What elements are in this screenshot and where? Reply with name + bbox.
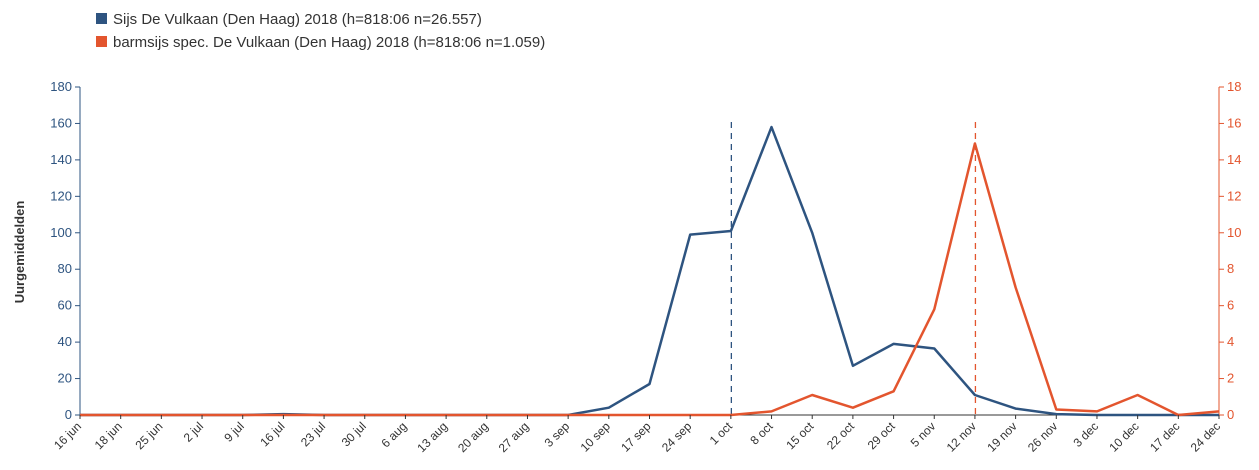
- axes: 0 20 40 60 80 100 120 140 160 180 0 2 4 6 8 10 12 14 16 18: [50, 79, 1241, 422]
- x-tick-label: 24 dec: [1188, 419, 1223, 454]
- y-right-tick-label: 4: [1227, 334, 1234, 349]
- series-line-1: [80, 142, 1220, 417]
- x-tick-label: 30 jul: [339, 419, 369, 449]
- x-tick-label: 10 sep: [578, 419, 614, 455]
- y-right-tick-label: 10: [1227, 225, 1241, 240]
- y-left-tick-label: 160: [50, 115, 72, 130]
- x-tick-label: 6 aug: [378, 419, 409, 450]
- y-left-tick-label: 0: [65, 407, 72, 422]
- y-left-tick-label: 140: [50, 152, 72, 167]
- x-tick-label: 9 jul: [221, 419, 246, 444]
- x-tick-label: 16 jul: [257, 419, 287, 449]
- x-tick-label: 13 aug: [414, 419, 450, 455]
- legend: Sijs De Vulkaan (Den Haag) 2018 (h=818:0…: [96, 11, 545, 51]
- y-right-tick-label: 2: [1227, 371, 1234, 386]
- y-left-tick-label: 40: [58, 334, 72, 349]
- y-left-tick-label: 180: [50, 79, 72, 94]
- x-tick-label: 15 oct: [783, 419, 816, 452]
- y-right-tick-label: 0: [1227, 407, 1234, 422]
- x-tick-label: 17 sep: [618, 419, 654, 455]
- x-tick-label: 24 sep: [659, 419, 695, 455]
- x-tick-label: 19 nov: [984, 419, 1019, 454]
- x-tick-label: 1 oct: [707, 419, 736, 448]
- y-right-tick-label: 8: [1227, 261, 1234, 276]
- x-tick-label: 20 aug: [455, 419, 491, 455]
- x-tick-label: 3 dec: [1070, 419, 1101, 450]
- y-left-tick-label: 20: [58, 371, 72, 386]
- series-lines: [80, 125, 1220, 417]
- x-tick-label: 5 nov: [908, 419, 939, 450]
- y-right-tick-label: 18: [1227, 79, 1241, 94]
- y-left-tick-label: 80: [58, 261, 72, 276]
- legend-swatch-sijs[interactable]: [96, 13, 107, 24]
- y-axis-title: Uurgemiddelden: [12, 201, 27, 304]
- y-right-tick-label: 16: [1227, 115, 1241, 130]
- y-left-tick-label: 120: [50, 188, 72, 203]
- x-tick-label: 18 jun: [92, 419, 125, 452]
- y-right-tick-label: 14: [1227, 152, 1241, 167]
- y-left-tick-label: 60: [58, 298, 72, 313]
- x-axis-ticks: 16 jun 18 jun 25 jun 2 jul 9 jul 16 jul 23 jul…: [51, 415, 1223, 455]
- x-tick-label: 10 dec: [1106, 419, 1141, 454]
- x-tick-label: 25 jun: [132, 419, 165, 452]
- x-tick-label: 29 oct: [865, 419, 898, 452]
- x-tick-label: 3 sep: [542, 419, 573, 450]
- legend-label-sijs[interactable]: Sijs De Vulkaan (Den Haag) 2018 (h=818:0…: [113, 11, 482, 28]
- x-tick-label: 16 jun: [51, 419, 84, 452]
- x-tick-label: 26 nov: [1025, 419, 1060, 454]
- legend-swatch-barmsijs[interactable]: [96, 36, 107, 47]
- legend-label-barmsijs[interactable]: barmsijs spec. De Vulkaan (Den Haag) 201…: [113, 34, 545, 51]
- x-tick-label: 2 jul: [181, 419, 206, 444]
- x-tick-label: 17 dec: [1147, 419, 1182, 454]
- y-right-tick-label: 6: [1227, 298, 1234, 313]
- x-tick-label: 8 oct: [747, 419, 776, 448]
- x-tick-label: 27 aug: [496, 419, 532, 455]
- x-tick-label: 23 jul: [298, 419, 328, 449]
- x-tick-label: 22 oct: [824, 419, 857, 452]
- series-line-0: [80, 125, 1219, 417]
- x-tick-label: 12 nov: [944, 419, 979, 454]
- y-right-tick-label: 12: [1227, 188, 1241, 203]
- peak-markers: [730, 122, 977, 415]
- y-left-tick-label: 100: [50, 225, 72, 240]
